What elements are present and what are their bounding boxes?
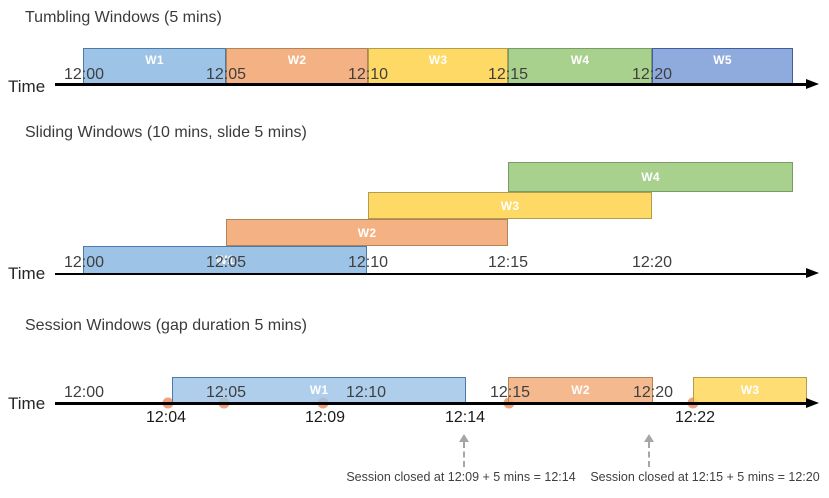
closure-arrow-stem <box>463 442 465 467</box>
window-label: W2 <box>357 225 377 240</box>
window-label: W3 <box>740 383 760 397</box>
tumbling-window-w1: W1 <box>83 48 226 84</box>
sliding-timeline <box>55 272 807 275</box>
sliding-tick-1200: 12:00 <box>63 254 105 271</box>
tumbling-axis-label: Time <box>8 77 46 96</box>
event-label-1204: 12:04 <box>145 409 187 426</box>
sliding-window-w3: W3 <box>368 192 652 219</box>
tumbling-window-w2: W2 <box>226 48 368 84</box>
closure-arrow-icon <box>644 434 654 442</box>
closure-arrow-icon <box>459 434 469 442</box>
tumbling-tick-1200: 12:00 <box>63 66 105 83</box>
session-axis-label: Time <box>8 394 46 413</box>
sliding-axis-label: Time <box>8 264 46 283</box>
sliding-window-w4: W4 <box>508 162 793 192</box>
sliding-tick-1205: 12:05 <box>205 254 247 271</box>
sliding-section-title: Sliding Windows (10 mins, slide 5 mins) <box>25 124 307 141</box>
window-label: W2 <box>287 52 307 67</box>
window-label: W3 <box>428 52 448 67</box>
sliding-tick-1215: 12:15 <box>487 254 529 271</box>
session-section-title: Session Windows (gap duration 5 mins) <box>25 317 307 334</box>
session-timeline-arrow-icon <box>806 398 819 408</box>
window-label: W5 <box>713 52 732 67</box>
tumbling-tick-1215: 12:15 <box>487 66 529 83</box>
event-label-1222: 12:22 <box>674 409 716 426</box>
window-label: W1 <box>309 383 329 397</box>
tumbling-timeline <box>55 83 807 86</box>
session-window-w3: W3 <box>693 377 807 403</box>
tumbling-window-w4: W4 <box>508 48 652 84</box>
session-closed-annotation-2: Session closed at 12:15 + 5 mins = 12:20 <box>590 470 820 484</box>
tumbling-tick-1210: 12:10 <box>347 66 389 83</box>
tumbling-tick-1205: 12:05 <box>205 66 247 83</box>
window-label: W2 <box>571 383 590 397</box>
session-tick-1215: 12:15 <box>489 384 531 401</box>
sliding-tick-1220: 12:20 <box>631 254 673 271</box>
event-label-1209: 12:09 <box>304 409 346 426</box>
session-timeline <box>55 402 807 405</box>
event-label-1214: 12:14 <box>444 409 486 426</box>
window-label: W3 <box>500 198 520 213</box>
window-label: W1 <box>145 52 164 67</box>
window-label: W4 <box>641 170 660 184</box>
tumbling-window-w5: W5 <box>652 48 793 84</box>
tumbling-timeline-arrow-icon <box>806 79 819 89</box>
session-tick-1200: 12:00 <box>63 384 105 401</box>
window-label: W1 <box>215 253 235 267</box>
sliding-window-w2: W2 <box>226 219 508 246</box>
sliding-timeline-arrow-icon <box>806 268 819 278</box>
window-label: W4 <box>570 52 590 67</box>
session-tick-1220: 12:20 <box>632 384 674 401</box>
tumbling-window-w3: W3 <box>368 48 508 84</box>
session-closed-annotation-1: Session closed at 12:09 + 5 mins = 12:14 <box>346 470 576 484</box>
closure-arrow-stem <box>648 442 650 467</box>
tumbling-tick-1220: 12:20 <box>631 66 673 83</box>
session-tick-1205: 12:05 <box>205 384 247 401</box>
session-tick-1210: 12:10 <box>345 384 387 401</box>
session-window-w2: W2 <box>508 377 653 403</box>
sliding-tick-1210: 12:10 <box>347 254 389 271</box>
tumbling-section-title: Tumbling Windows (5 mins) <box>25 9 222 26</box>
